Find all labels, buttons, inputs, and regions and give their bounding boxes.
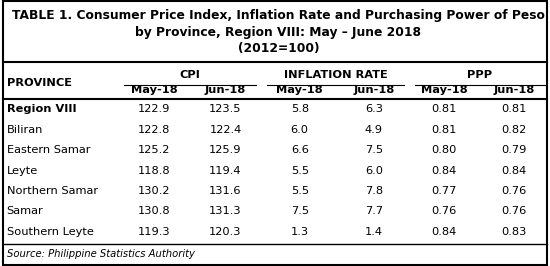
Text: May-18: May-18 xyxy=(277,85,323,95)
Text: INFLATION RATE: INFLATION RATE xyxy=(284,70,387,80)
Text: Leyte: Leyte xyxy=(7,165,38,176)
Text: Source: Philippine Statistics Authority: Source: Philippine Statistics Authority xyxy=(7,249,195,259)
Text: Biliran: Biliran xyxy=(7,124,43,135)
Text: 125.9: 125.9 xyxy=(209,145,242,155)
Text: 0.76: 0.76 xyxy=(432,206,456,217)
Text: 7.8: 7.8 xyxy=(365,186,383,196)
Text: 5.8: 5.8 xyxy=(291,104,309,114)
Text: 5.5: 5.5 xyxy=(291,165,309,176)
Text: Northern Samar: Northern Samar xyxy=(7,186,98,196)
Text: PPP: PPP xyxy=(468,70,492,80)
Text: 0.82: 0.82 xyxy=(502,124,527,135)
Text: 0.80: 0.80 xyxy=(431,145,457,155)
Text: 7.5: 7.5 xyxy=(291,206,309,217)
Text: 130.8: 130.8 xyxy=(138,206,170,217)
Text: 0.76: 0.76 xyxy=(502,206,527,217)
FancyBboxPatch shape xyxy=(3,1,547,265)
Text: 125.2: 125.2 xyxy=(138,145,170,155)
Text: May-18: May-18 xyxy=(421,85,468,95)
Text: 122.8: 122.8 xyxy=(138,124,170,135)
Text: 0.76: 0.76 xyxy=(502,186,527,196)
Text: Jun-18: Jun-18 xyxy=(494,85,535,95)
Text: 119.3: 119.3 xyxy=(138,227,170,237)
Text: 131.3: 131.3 xyxy=(209,206,242,217)
Text: 130.2: 130.2 xyxy=(138,186,170,196)
Text: 6.6: 6.6 xyxy=(291,145,309,155)
Text: 7.5: 7.5 xyxy=(365,145,383,155)
Text: 0.81: 0.81 xyxy=(502,104,527,114)
Text: 0.84: 0.84 xyxy=(432,165,456,176)
Text: Samar: Samar xyxy=(7,206,43,217)
Text: Eastern Samar: Eastern Samar xyxy=(7,145,90,155)
Text: PROVINCE: PROVINCE xyxy=(7,78,72,88)
Text: 122.4: 122.4 xyxy=(210,124,241,135)
Text: Region VIII: Region VIII xyxy=(7,104,76,114)
Text: CPI: CPI xyxy=(179,70,200,80)
Text: 6.0: 6.0 xyxy=(365,165,383,176)
Text: 6.0: 6.0 xyxy=(291,124,309,135)
Text: Jun-18: Jun-18 xyxy=(205,85,246,95)
Text: 122.9: 122.9 xyxy=(138,104,170,114)
Text: 118.8: 118.8 xyxy=(138,165,170,176)
Text: 0.84: 0.84 xyxy=(432,227,456,237)
Text: 131.6: 131.6 xyxy=(209,186,242,196)
Text: 1.4: 1.4 xyxy=(365,227,383,237)
Text: 0.83: 0.83 xyxy=(502,227,527,237)
Text: 0.84: 0.84 xyxy=(502,165,527,176)
Text: Jun-18: Jun-18 xyxy=(353,85,394,95)
Text: TABLE 1. Consumer Price Index, Inflation Rate and Purchasing Power of Peso: TABLE 1. Consumer Price Index, Inflation… xyxy=(12,10,544,22)
Text: 6.3: 6.3 xyxy=(365,104,383,114)
Text: 0.81: 0.81 xyxy=(431,104,457,114)
Text: 0.79: 0.79 xyxy=(502,145,527,155)
Text: 120.3: 120.3 xyxy=(209,227,242,237)
Text: Southern Leyte: Southern Leyte xyxy=(7,227,94,237)
Text: 7.7: 7.7 xyxy=(365,206,383,217)
Text: 119.4: 119.4 xyxy=(209,165,242,176)
Text: 1.3: 1.3 xyxy=(291,227,309,237)
Text: May-18: May-18 xyxy=(131,85,177,95)
Text: (2012=100): (2012=100) xyxy=(238,43,319,55)
Text: 0.77: 0.77 xyxy=(431,186,457,196)
Text: 4.9: 4.9 xyxy=(365,124,383,135)
Text: 123.5: 123.5 xyxy=(209,104,242,114)
Text: 5.5: 5.5 xyxy=(291,186,309,196)
Text: 0.81: 0.81 xyxy=(431,124,457,135)
Text: by Province, Region VIII: May – June 2018: by Province, Region VIII: May – June 201… xyxy=(135,26,421,39)
